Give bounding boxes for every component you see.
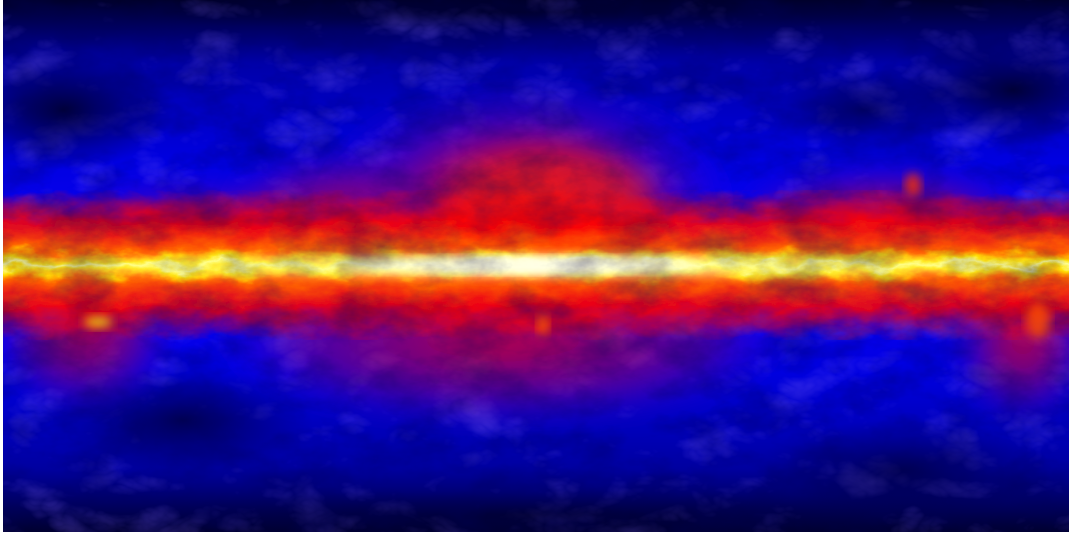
sky-map-frame <box>3 0 1069 532</box>
sky-map <box>3 0 1069 532</box>
